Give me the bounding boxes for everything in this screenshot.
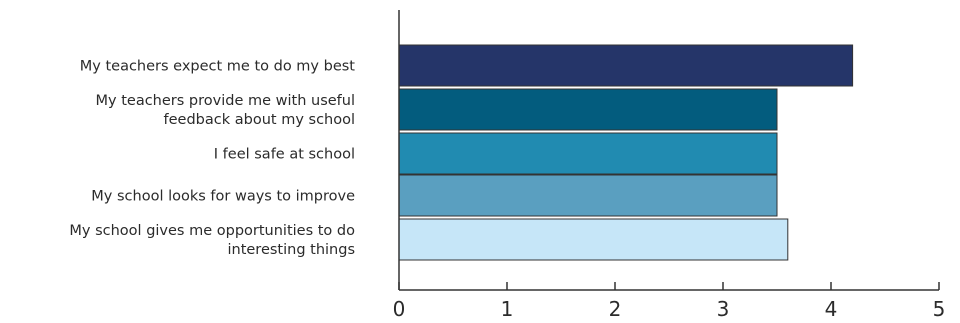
category-label-4: My school looks for ways to improve <box>91 189 355 205</box>
category-labels: My teachers expect me to do my best My te… <box>69 59 355 259</box>
category-label-1: My teachers expect me to do my best <box>80 59 356 75</box>
x-tick-label-2: 2 <box>609 297 622 321</box>
bar-4 <box>398 174 778 217</box>
category-label-2: My teachers provide me with useful feedba… <box>96 93 355 128</box>
category-label-line: feedback about my school <box>164 112 355 128</box>
bar-5 <box>398 218 789 261</box>
category-label-line: My school gives me opportunities to do <box>69 223 355 239</box>
bar-3 <box>398 132 778 175</box>
x-tick-label-5: 5 <box>933 297 946 321</box>
bar-2 <box>398 88 778 131</box>
bars-group <box>398 44 854 261</box>
x-tick-label-3: 3 <box>717 297 730 321</box>
category-label-line: My school looks for ways to improve <box>91 189 355 205</box>
category-label-line: interesting things <box>227 242 355 258</box>
category-label-3: I feel safe at school <box>214 147 355 163</box>
bar-1 <box>398 44 854 87</box>
x-tick-label-4: 4 <box>825 297 838 321</box>
category-label-5: My school gives me opportunities to do in… <box>69 223 355 258</box>
category-label-line: I feel safe at school <box>214 147 355 163</box>
x-tick-label-1: 1 <box>501 297 514 321</box>
x-axis-ticks: 0 1 2 3 4 5 <box>393 282 946 321</box>
category-label-line: My teachers provide me with useful <box>96 93 355 109</box>
category-label-line: My teachers expect me to do my best <box>80 59 356 75</box>
x-tick-label-0: 0 <box>393 297 406 321</box>
